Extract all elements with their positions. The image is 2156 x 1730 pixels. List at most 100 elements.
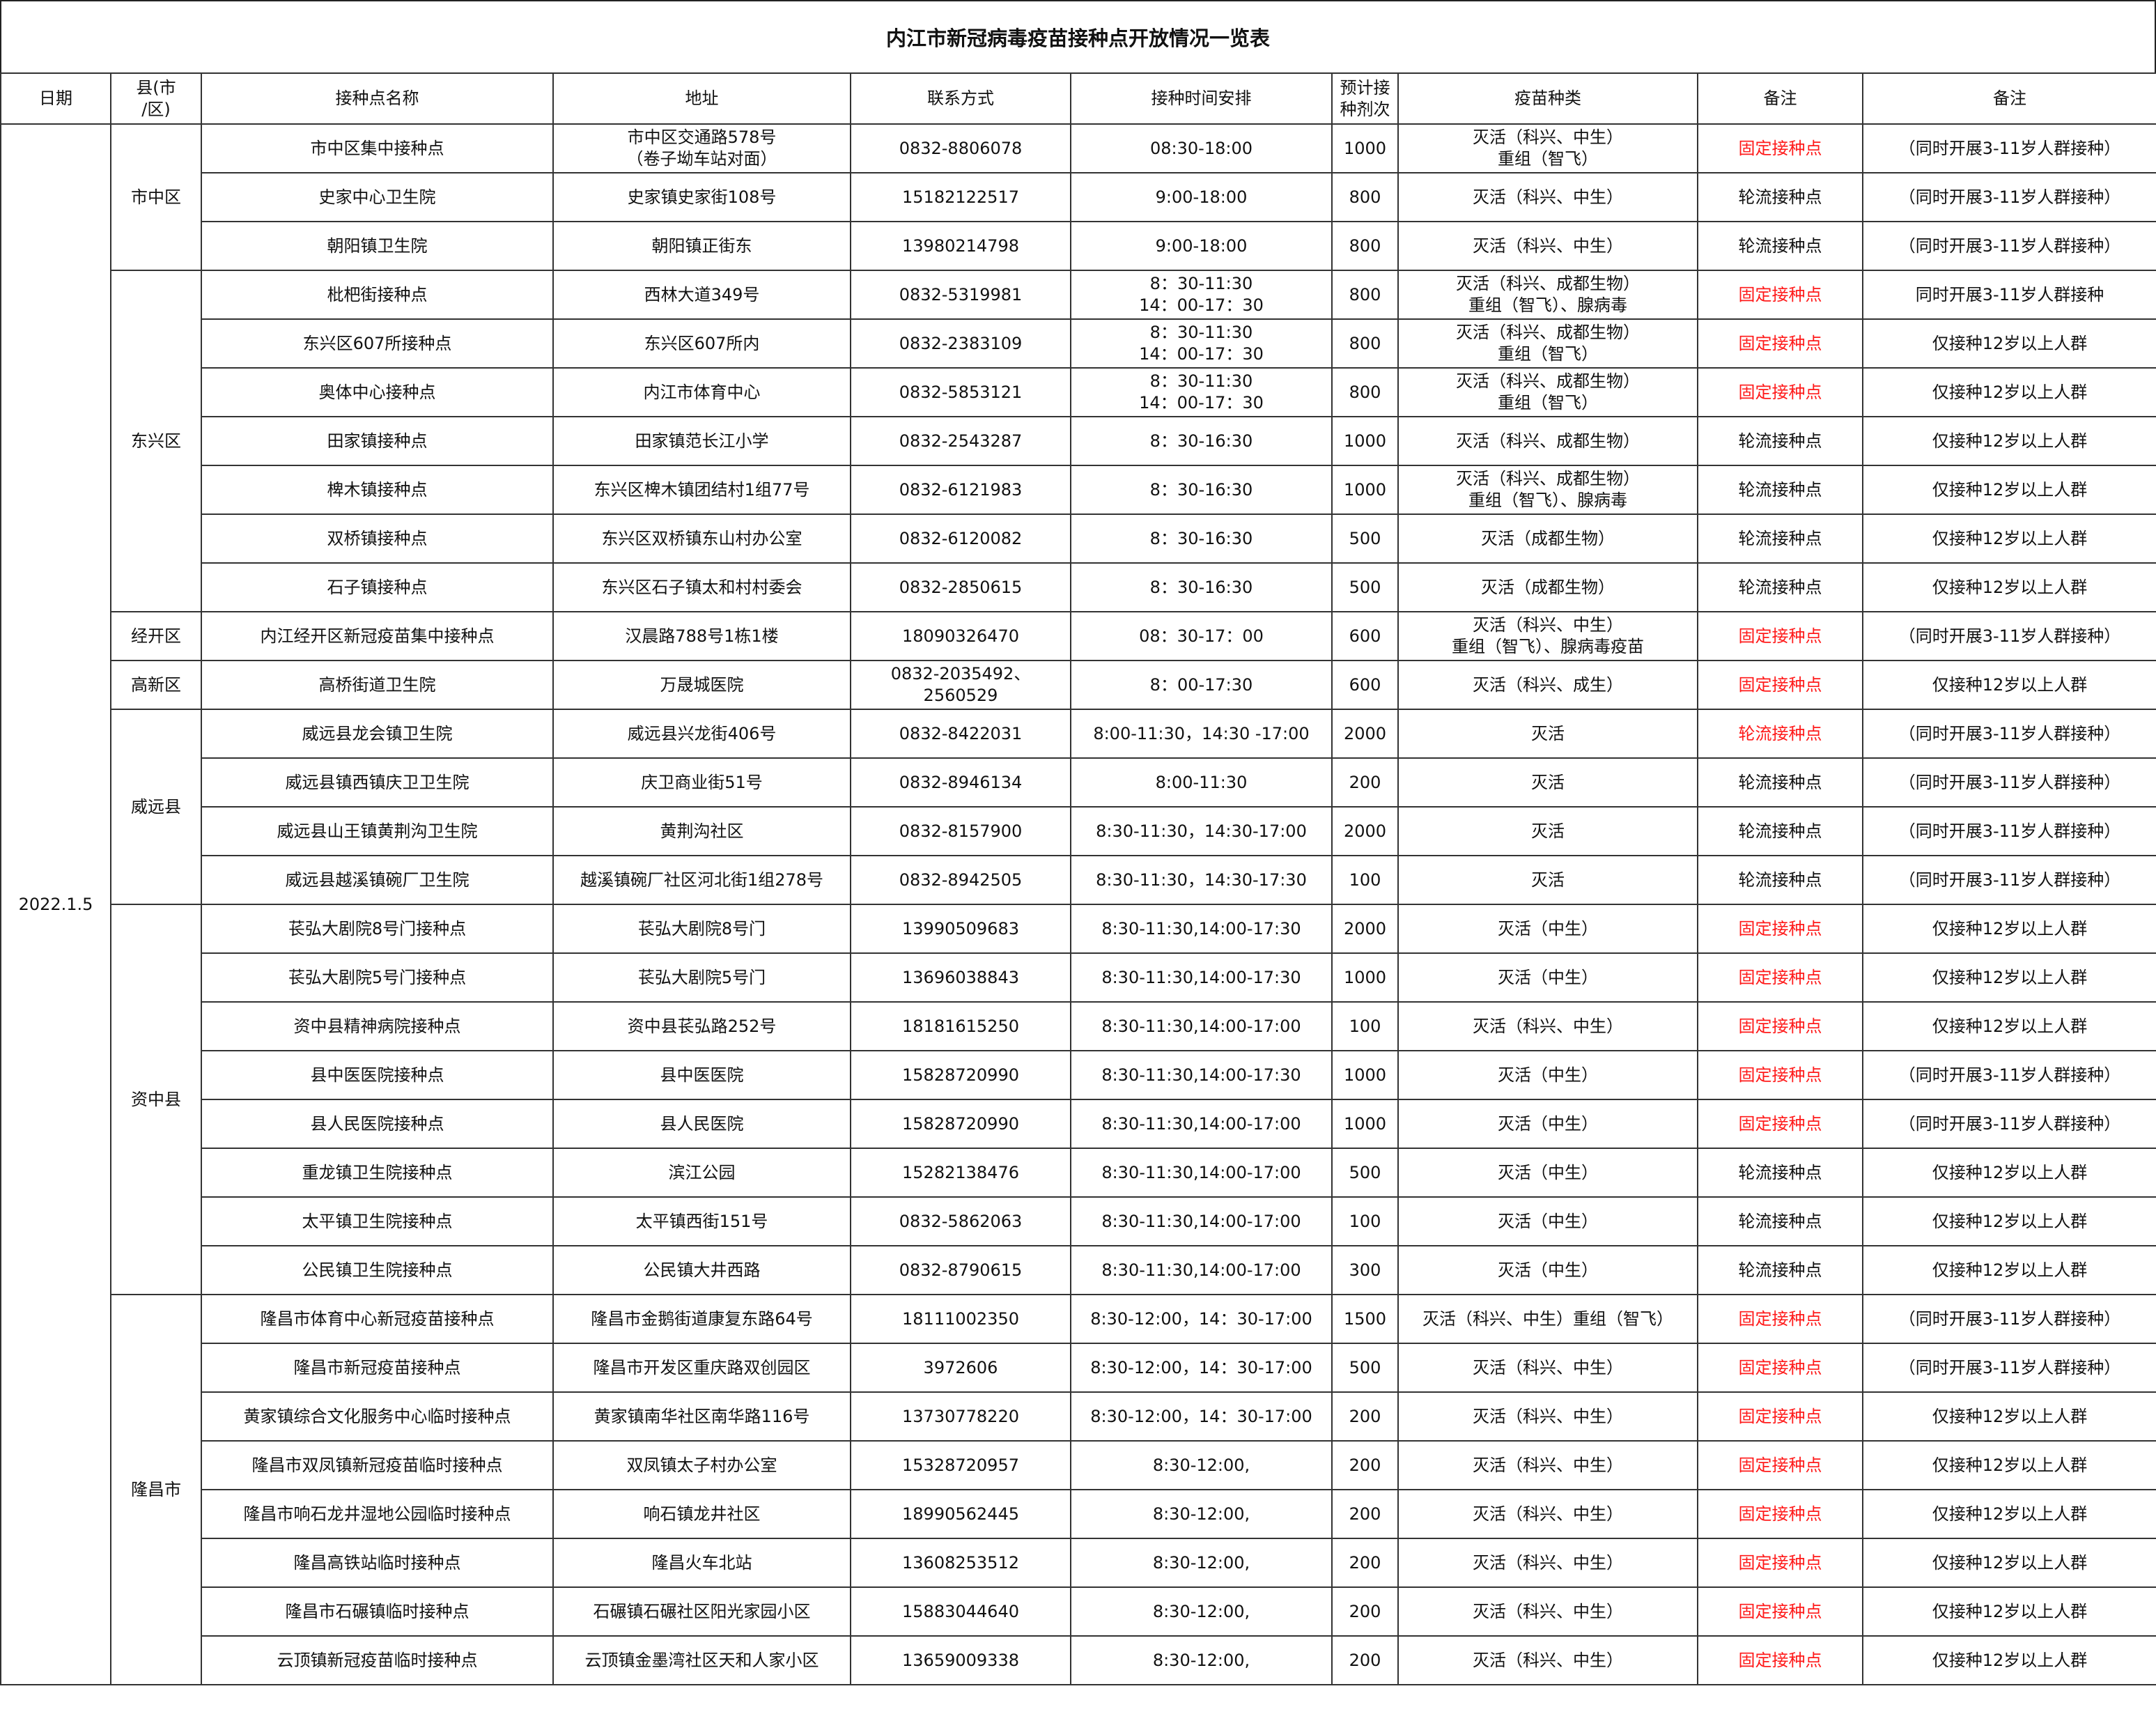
time-cell: 8:30-12:00，14：30-17:00	[1070, 1343, 1333, 1393]
site-name-cell: 县人民医院接种点	[201, 1099, 554, 1149]
time-cell: 8:00-11:30，14:30 -17:00	[1070, 709, 1333, 759]
district-cell: 隆昌市	[110, 1294, 202, 1685]
vaccine-type-cell: 灭活（科兴、中生）	[1397, 1635, 1698, 1685]
time-cell: 9:00-18:00	[1070, 221, 1333, 271]
contact-cell: 18181615250	[850, 1001, 1071, 1051]
doses-cell: 500	[1331, 1343, 1399, 1393]
address-cell: 县中医医院	[552, 1050, 851, 1100]
vaccine-type-cell: 灭活（中生）	[1397, 1099, 1698, 1149]
site-type-cell: 轮流接种点	[1697, 709, 1863, 759]
site-type-cell: 固定接种点	[1697, 1440, 1863, 1490]
site-name-cell: 隆昌市新冠疫苗接种点	[201, 1343, 554, 1393]
time-cell: 8：30-11:30 14：00-17：30	[1070, 270, 1333, 320]
address-cell: 响石镇龙井社区	[552, 1489, 851, 1539]
vaccine-type-cell: 灭活（科兴、中生）	[1397, 1440, 1698, 1490]
doses-cell: 600	[1331, 611, 1399, 661]
site-type-cell: 固定接种点	[1697, 367, 1863, 417]
doses-cell: 1000	[1331, 465, 1399, 515]
contact-cell: 18111002350	[850, 1294, 1071, 1344]
site-type-cell: 轮流接种点	[1697, 1245, 1863, 1295]
time-cell: 8:30-12:00,	[1070, 1635, 1333, 1685]
remark-cell: （同时开展3-11岁人群接种）	[1862, 757, 2156, 808]
header-vaccine-type: 疫苗种类	[1397, 72, 1698, 125]
vaccine-type-cell: 灭活（科兴、中生）重组（智飞）	[1397, 1294, 1698, 1344]
time-cell: 8：30-16:30	[1070, 562, 1333, 612]
vaccine-type-cell: 灭活（科兴、成都生物） 重组（智飞）	[1397, 318, 1698, 369]
table-row: 隆昌高铁站临时接种点 隆昌火车北站 13608253512 8:30-12:00, 20…	[1, 1538, 2156, 1588]
district-cell: 高新区	[110, 660, 202, 710]
site-type-cell: 固定接种点	[1697, 1586, 1863, 1637]
doses-cell: 800	[1331, 270, 1399, 320]
vaccine-type-cell: 灭活（科兴、中生）	[1397, 221, 1698, 271]
doses-cell: 800	[1331, 318, 1399, 369]
remark-cell: 仅接种12岁以上人群	[1862, 562, 2156, 612]
site-name-cell: 公民镇卫生院接种点	[201, 1245, 554, 1295]
contact-cell: 0832-2035492、2560529	[850, 660, 1071, 710]
contact-cell: 15282138476	[850, 1148, 1071, 1198]
table-row: 经开区 内江经开区新冠疫苗集中接种点 汉晨路788号1栋1楼 18090326470 0…	[1, 611, 2156, 661]
address-cell: 县人民医院	[552, 1099, 851, 1149]
header-site-name: 接种点名称	[201, 72, 554, 125]
remark-cell: 仅接种12岁以上人群	[1862, 1635, 2156, 1685]
remark-cell: 仅接种12岁以上人群	[1862, 1196, 2156, 1246]
remark-cell: 仅接种12岁以上人群	[1862, 1391, 2156, 1442]
site-type-cell: 固定接种点	[1697, 1489, 1863, 1539]
remark-cell: （同时开展3-11岁人群接种）	[1862, 611, 2156, 661]
header-remark-2: 备注	[1862, 72, 2156, 125]
doses-cell: 200	[1331, 1391, 1399, 1442]
address-cell: 隆昌火车北站	[552, 1538, 851, 1588]
site-type-cell: 固定接种点	[1697, 660, 1863, 710]
address-cell: 庆卫商业街51号	[552, 757, 851, 808]
time-cell: 8:30-11:30，14:30-17:00	[1070, 806, 1333, 856]
doses-cell: 200	[1331, 1635, 1399, 1685]
vaccine-type-cell: 灭活（科兴、中生）	[1397, 1489, 1698, 1539]
remark-cell: （同时开展3-11岁人群接种）	[1862, 1343, 2156, 1393]
address-cell: 苌弘大剧院5号门	[552, 952, 851, 1003]
remark-cell: （同时开展3-11岁人群接种）	[1862, 1294, 2156, 1344]
site-type-cell: 轮流接种点	[1697, 1148, 1863, 1198]
contact-cell: 0832-2383109	[850, 318, 1071, 369]
site-name-cell: 市中区集中接种点	[201, 123, 554, 173]
site-name-cell: 隆昌市双凤镇新冠疫苗临时接种点	[201, 1440, 554, 1490]
address-cell: 黄家镇南华社区南华路116号	[552, 1391, 851, 1442]
doses-cell: 200	[1331, 1538, 1399, 1588]
contact-cell: 13730778220	[850, 1391, 1071, 1442]
address-cell: 东兴区石子镇太和村村委会	[552, 562, 851, 612]
contact-cell: 0832-8946134	[850, 757, 1071, 808]
site-type-cell: 轮流接种点	[1697, 172, 1863, 222]
site-name-cell: 威远县龙会镇卫生院	[201, 709, 554, 759]
address-cell: 西林大道349号	[552, 270, 851, 320]
address-cell: 田家镇范长江小学	[552, 416, 851, 466]
vaccine-type-cell: 灭活	[1397, 806, 1698, 856]
time-cell: 8:30-11:30,14:00-17:30	[1070, 904, 1333, 954]
site-name-cell: 重龙镇卫生院接种点	[201, 1148, 554, 1198]
site-type-cell: 轮流接种点	[1697, 757, 1863, 808]
site-name-cell: 椑木镇接种点	[201, 465, 554, 515]
vaccine-type-cell: 灭活（科兴、中生） 重组（智飞）、腺病毒疫苗	[1397, 611, 1698, 661]
time-cell: 9:00-18:00	[1070, 172, 1333, 222]
doses-cell: 1000	[1331, 1099, 1399, 1149]
vaccine-type-cell: 灭活（中生）	[1397, 1196, 1698, 1246]
remark-cell: 仅接种12岁以上人群	[1862, 952, 2156, 1003]
header-time: 接种时间安排	[1070, 72, 1333, 125]
table-row: 重龙镇卫生院接种点 滨江公园 15282138476 8:30-11:30,14:00…	[1, 1148, 2156, 1198]
site-type-cell: 固定接种点	[1697, 1343, 1863, 1393]
site-type-cell: 固定接种点	[1697, 1391, 1863, 1442]
time-cell: 8:30-11:30,14:00-17:00	[1070, 1148, 1333, 1198]
vaccine-type-cell: 灭活（成都生物）	[1397, 513, 1698, 564]
address-cell: 隆昌市金鹅街道康复东路64号	[552, 1294, 851, 1344]
table-row: 云顶镇新冠疫苗临时接种点 云顶镇金墨湾社区天和人家小区 13659009338 8:3…	[1, 1635, 2156, 1685]
table-row: 双桥镇接种点 东兴区双桥镇东山村办公室 0832-6120082 8：30-16:30…	[1, 513, 2156, 564]
table-row: 资中县精神病院接种点 资中县苌弘路252号 18181615250 8:30-11:3…	[1, 1001, 2156, 1051]
district-cell: 东兴区	[110, 270, 202, 612]
remark-cell: 仅接种12岁以上人群	[1862, 1148, 2156, 1198]
header-contact: 联系方式	[850, 72, 1071, 125]
table-row: 隆昌市 隆昌市体育中心新冠疫苗接种点 隆昌市金鹅街道康复东路64号 181110023…	[1, 1294, 2156, 1685]
vaccine-type-cell: 灭活（科兴、成都生物） 重组（智飞）、腺病毒	[1397, 465, 1698, 515]
doses-cell: 1000	[1331, 1050, 1399, 1100]
time-cell: 8:30-11:30,14:00-17:00	[1070, 1099, 1333, 1149]
address-cell: 苌弘大剧院8号门	[552, 904, 851, 954]
vaccine-type-cell: 灭活（科兴、中生）	[1397, 172, 1698, 222]
doses-cell: 1000	[1331, 952, 1399, 1003]
doses-cell: 100	[1331, 1001, 1399, 1051]
